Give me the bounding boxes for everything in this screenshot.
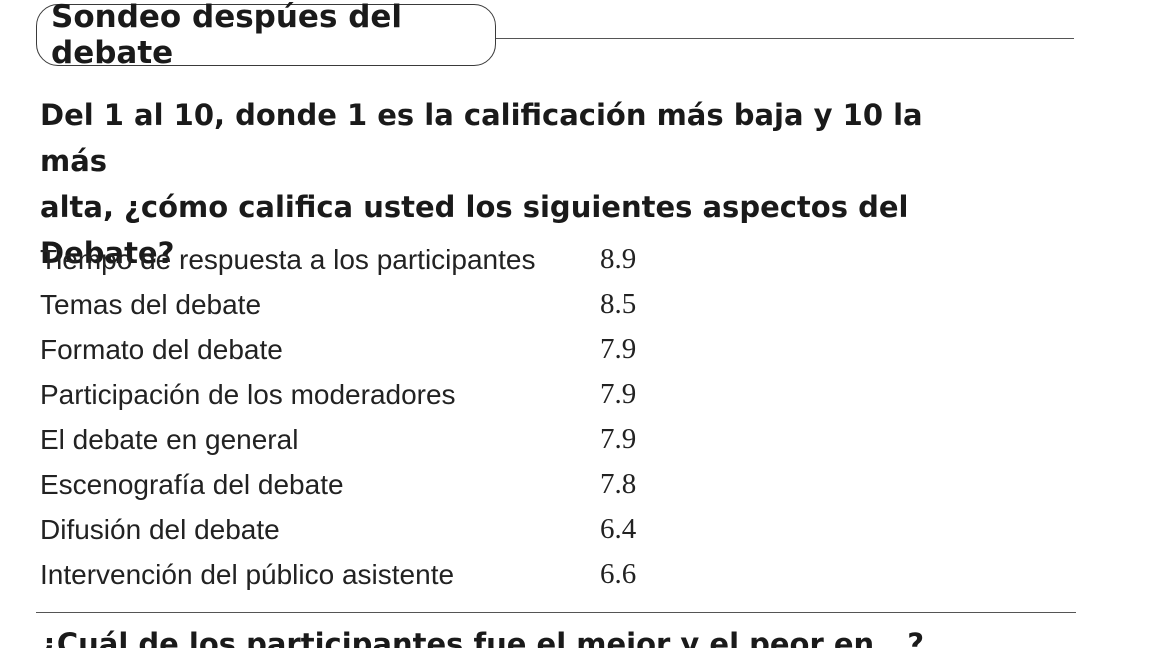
question-line: Debate? [40, 236, 175, 270]
rating-label: Difusión del debate [40, 513, 280, 545]
rating-label: Temas del debate [40, 288, 262, 320]
rating-row: Tiempo de respuesta a los participantes … [40, 237, 740, 282]
rating-row: Formato del debate 7.9 [40, 327, 740, 372]
rating-value: 7.8 [600, 468, 637, 500]
rating-value: 7.9 [600, 423, 637, 455]
rating-label: Participación de los moderadores [40, 378, 456, 410]
rating-value: 8.5 [600, 288, 637, 320]
section-divider [36, 612, 1076, 613]
rating-value: 8.9 [600, 243, 637, 275]
rating-label: Intervención del público asistente [40, 558, 455, 590]
rating-label: El debate en general [40, 423, 299, 455]
rating-row: El debate en general 7.9 [40, 417, 740, 462]
rating-label: Escenografía del debate [40, 468, 344, 500]
question-line: Del 1 al 10, donde 1 es la calificación … [40, 98, 923, 178]
rating-row: Difusión del debate 6.4 [40, 507, 740, 552]
rating-row: Participación de los moderadores 7.9 [40, 372, 740, 417]
rating-label: Tiempo de respuesta a los participantes [40, 243, 536, 275]
ratings-list: Tiempo de respuesta a los participantes … [40, 237, 740, 597]
rating-row: Intervención del público asistente 6.6 [40, 552, 740, 597]
rating-value: 6.6 [600, 558, 637, 590]
header-rule [496, 38, 1074, 39]
rating-value: 7.9 [600, 378, 637, 410]
next-question-text: ¿Cuál de los participantes fue el mejor … [40, 627, 925, 648]
section-header: Sondeo despúes del debate [36, 0, 1076, 71]
rating-value: 7.9 [600, 333, 637, 365]
rating-value: 6.4 [600, 513, 637, 545]
question-line: alta, ¿cómo califica usted los siguiente… [40, 190, 909, 224]
rating-row: Temas del debate 8.5 [40, 282, 740, 327]
rating-row: Escenografía del debate 7.8 [40, 462, 740, 507]
section-title: Sondeo despúes del debate [36, 0, 496, 71]
rating-label: Formato del debate [40, 333, 283, 365]
question-text: Del 1 al 10, donde 1 es la calificación … [40, 92, 940, 276]
